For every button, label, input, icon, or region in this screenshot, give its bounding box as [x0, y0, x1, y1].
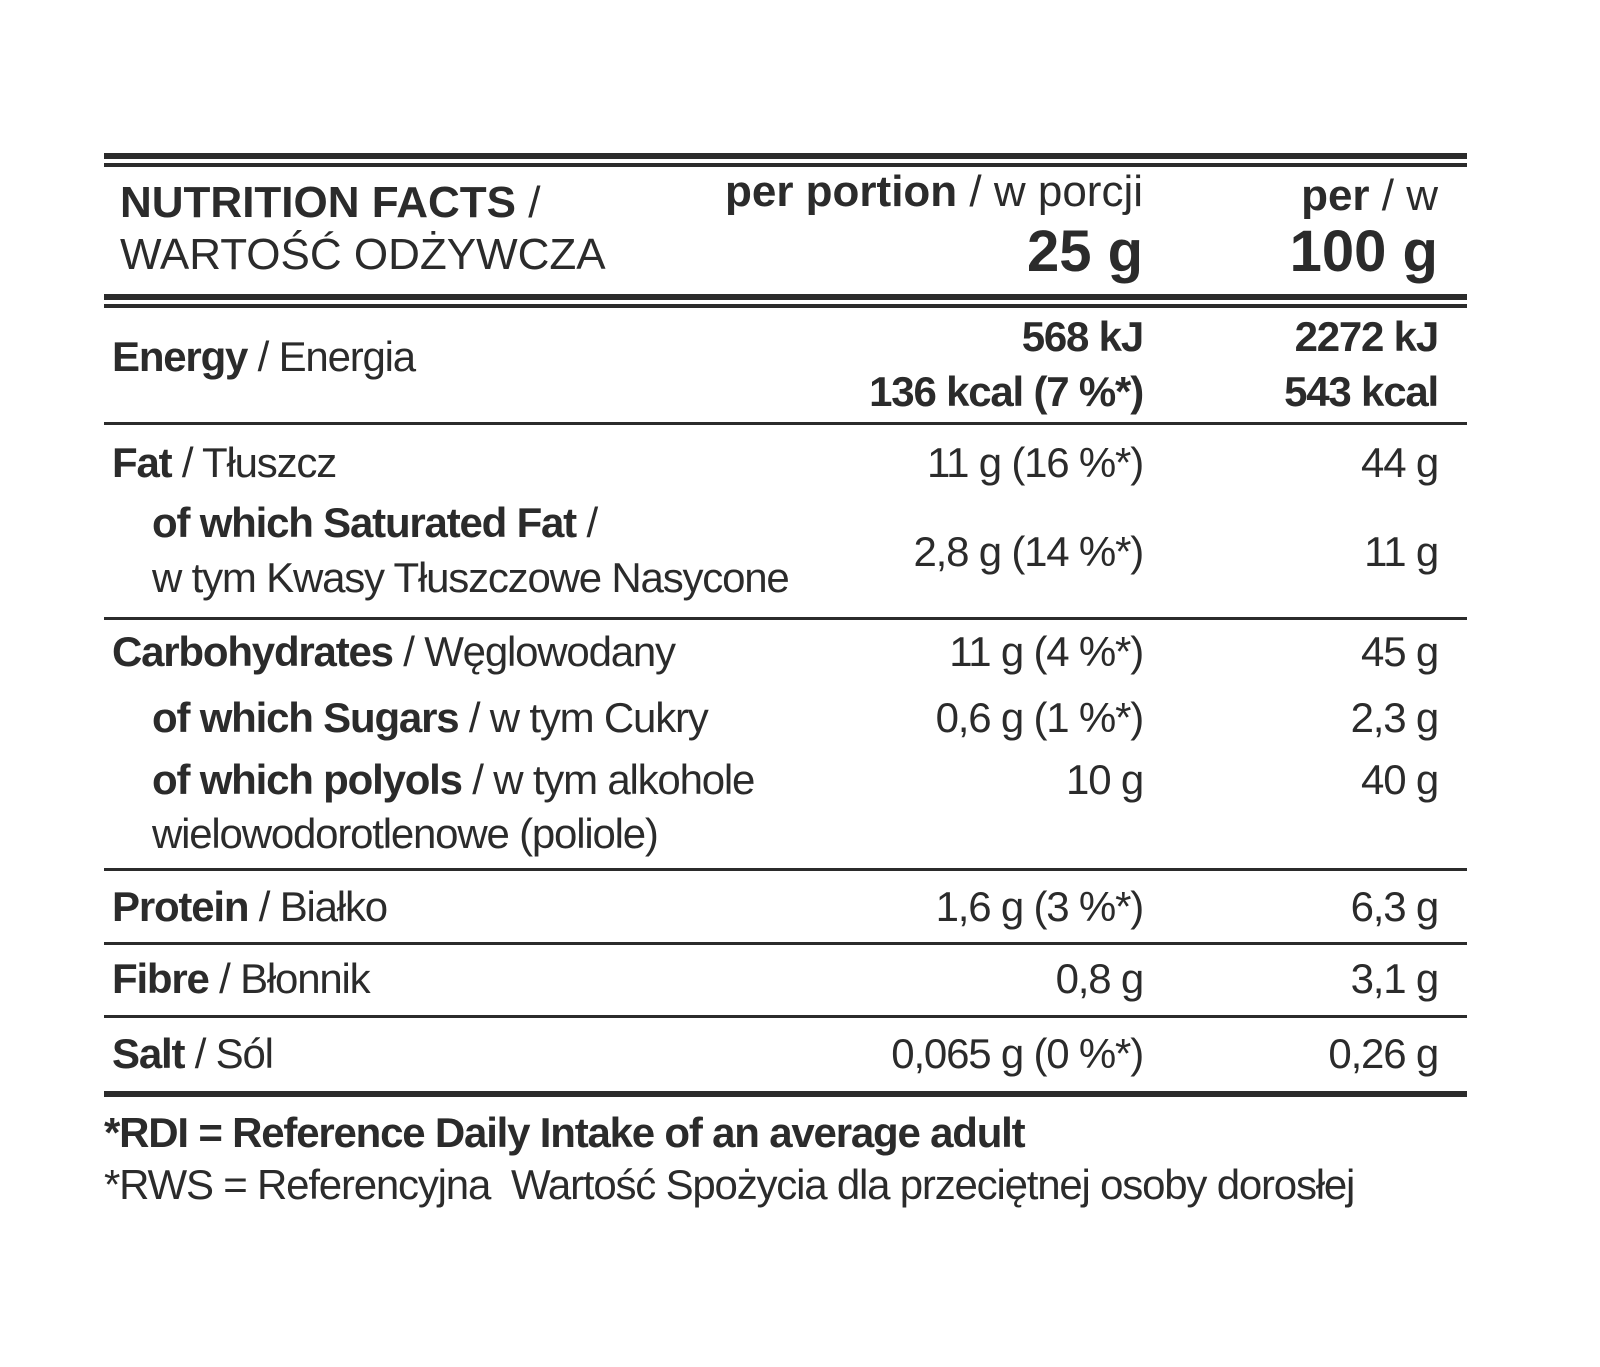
divider	[104, 868, 1467, 871]
row-fat-label: Fat / Tłuszcz	[112, 439, 337, 486]
per100-amount: 100 g	[1289, 219, 1438, 284]
sugars-portion: 0,6 g (1 %*)	[935, 694, 1145, 741]
divider	[104, 942, 1467, 945]
row-energy-label: Energy / Energia	[112, 333, 416, 380]
row-sugars-label: of which Sugars / w tym Cukry	[152, 694, 709, 741]
divider	[104, 163, 1467, 167]
footnote-rws: *RWS = Referencyjna Wartość Spożycia dla…	[104, 1161, 1355, 1208]
divider	[104, 1091, 1467, 1097]
row-polyols-label-pl: wielowodorotlenowe (poliole)	[152, 810, 659, 857]
col-header-portion: per portion / w porcji	[724, 167, 1143, 216]
divider	[104, 422, 1467, 425]
row-satfat-label: of which Saturated Fat /	[152, 499, 598, 546]
carbs-portion: 11 g (4 %*)	[949, 628, 1144, 675]
table-title-pl: WARTOŚĆ ODŻYWCZA	[120, 230, 606, 279]
energy-100-kcal: 543 kcal	[1284, 368, 1439, 415]
row-protein-label: Protein / Białko	[112, 883, 388, 930]
fat-portion: 11 g (16 %*)	[927, 439, 1144, 486]
protein-portion: 1,6 g (3 %*)	[935, 883, 1145, 930]
divider	[104, 1015, 1467, 1018]
energy-portion-kcal: 136 kcal (7 %*)	[869, 368, 1144, 415]
table-title: NUTRITION FACTS /	[120, 178, 541, 227]
protein-100: 6,3 g	[1350, 883, 1440, 930]
polyols-portion: 10 g	[1066, 756, 1144, 803]
row-salt-label: Salt / Sól	[112, 1030, 274, 1077]
satfat-portion: 2,8 g (14 %*)	[913, 528, 1144, 575]
satfat-100: 11 g	[1364, 528, 1439, 575]
carbs-100: 45 g	[1361, 628, 1439, 675]
col-header-100g: per / w	[1301, 171, 1438, 220]
polyols-100: 40 g	[1361, 756, 1439, 803]
salt-portion: 0,065 g (0 %*)	[891, 1030, 1144, 1077]
portion-amount: 25 g	[1026, 219, 1143, 284]
divider	[104, 153, 1467, 159]
row-satfat-label-pl: w tym Kwasy Tłuszczowe Nasycone	[152, 554, 790, 601]
fibre-100: 3,1 g	[1350, 955, 1440, 1002]
energy-portion-kj: 568 kJ	[1021, 313, 1144, 360]
energy-100-kj: 2272 kJ	[1294, 313, 1440, 360]
divider	[104, 617, 1467, 620]
divider	[104, 304, 1467, 308]
row-polyols-label: of which polyols / w tym alkohole	[152, 756, 755, 803]
sugars-100: 2,3 g	[1350, 694, 1440, 741]
salt-100: 0,26 g	[1328, 1030, 1439, 1077]
row-fibre-label: Fibre / Błonnik	[112, 955, 371, 1002]
divider	[104, 294, 1467, 300]
fibre-portion: 0,8 g	[1055, 955, 1145, 1002]
fat-100: 44 g	[1361, 439, 1439, 486]
footnote-rdi: *RDI = Reference Daily Intake of an aver…	[104, 1109, 1026, 1156]
row-carbs-label: Carbohydrates / Węglowodany	[112, 628, 676, 675]
